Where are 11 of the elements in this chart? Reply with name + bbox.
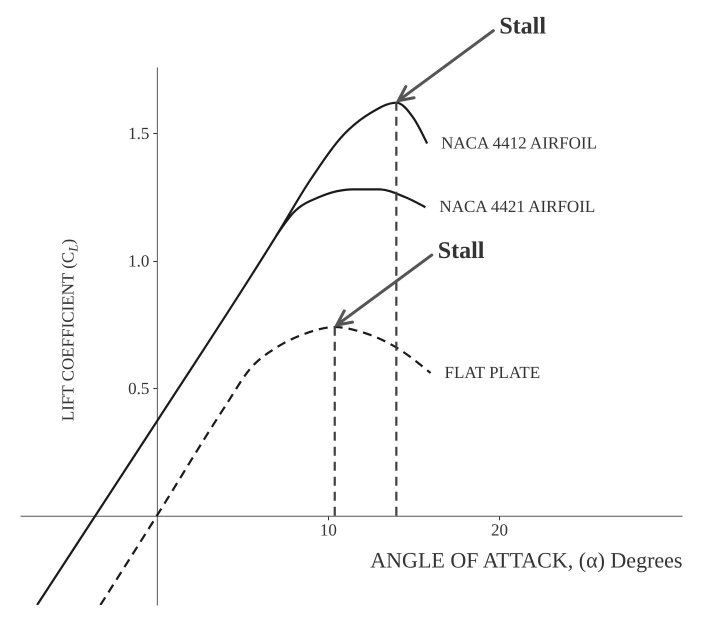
x-tick-label: 10: [320, 520, 337, 540]
y-tick-label: 0.5: [128, 378, 150, 398]
series-label: NACA 4421 AIRFOIL: [439, 197, 596, 216]
annotation: Stall: [499, 14, 546, 40]
series-label: FLAT PLATE: [444, 362, 540, 382]
x-axis-title: ANGLE OF ATTACK, (α) Degrees: [370, 547, 682, 572]
annotation: Stall: [438, 238, 485, 264]
series-label: NACA 4412 AIRFOIL: [441, 133, 597, 152]
x-tick-label: 20: [490, 520, 508, 540]
y-tick-label: 1.5: [128, 124, 150, 143]
y-tick-label: 1.0: [128, 251, 150, 270]
